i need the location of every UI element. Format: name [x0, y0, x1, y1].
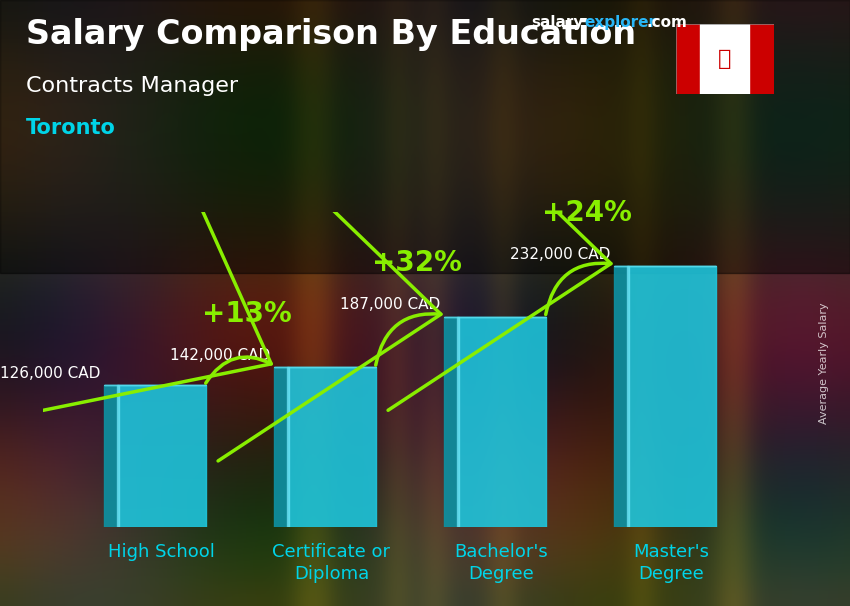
Text: 126,000 CAD: 126,000 CAD [0, 366, 100, 381]
Text: +32%: +32% [371, 250, 462, 278]
Text: +24%: +24% [541, 199, 632, 227]
Bar [700, 24, 749, 94]
Text: 142,000 CAD: 142,000 CAD [170, 348, 270, 363]
Text: 187,000 CAD: 187,000 CAD [340, 298, 440, 312]
FancyArrowPatch shape [10, 121, 271, 417]
Text: salary: salary [531, 15, 584, 30]
Bar [457, 317, 459, 527]
Text: Toronto: Toronto [26, 118, 116, 138]
Bar [0, 0, 850, 273]
Text: +13%: +13% [201, 300, 292, 328]
Bar [274, 367, 287, 527]
Text: 232,000 CAD: 232,000 CAD [510, 247, 610, 262]
Bar [287, 367, 289, 527]
FancyArrowPatch shape [218, 129, 441, 461]
Bar [614, 266, 627, 527]
Bar [287, 367, 376, 527]
Text: Average Yearly Salary: Average Yearly Salary [819, 303, 829, 424]
Bar [457, 317, 546, 527]
Bar [749, 24, 774, 94]
Bar [627, 266, 716, 527]
Bar [676, 24, 700, 94]
Bar [444, 317, 457, 527]
Text: .com: .com [646, 15, 687, 30]
Text: Salary Comparison By Education: Salary Comparison By Education [26, 18, 636, 51]
Bar [104, 385, 117, 527]
Text: explorer: explorer [584, 15, 656, 30]
Text: Contracts Manager: Contracts Manager [26, 76, 238, 96]
Text: 🍁: 🍁 [718, 49, 731, 69]
FancyArrowPatch shape [388, 78, 611, 410]
Bar [117, 385, 119, 527]
Bar [627, 266, 629, 527]
Bar [117, 385, 206, 527]
